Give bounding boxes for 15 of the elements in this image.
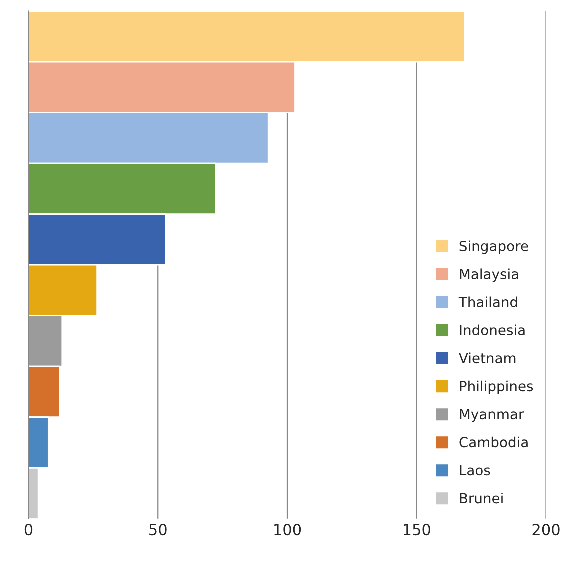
legend-label: Cambodia [460,436,528,448]
legend-label: Vietnam [459,352,516,364]
legend-label: Singapore [460,240,528,254]
x-tick-label: 100 [274,524,302,536]
legend-label: Brunei [460,492,503,504]
legend-label: Indonesia [460,324,525,336]
x-tick-label: 50 [150,524,167,536]
x-tick-label: 0 [24,524,33,536]
x-tick-label: 150 [404,524,430,536]
legend-label: Laos [460,465,490,476]
legend-label: Malaysia [460,268,518,282]
legend-label: Thailand [458,296,518,308]
legend-label: Philippines [460,380,534,394]
legend-label: Myanmar [460,409,524,422]
x-tick-label: 200 [532,524,560,536]
